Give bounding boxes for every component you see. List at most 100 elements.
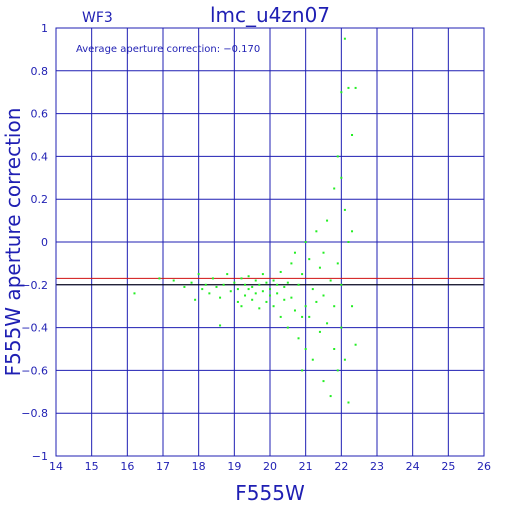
data-point [265,300,268,303]
data-point [286,281,289,284]
y-tick-label: 1 [41,22,48,35]
x-tick-label: 24 [406,460,420,473]
data-point [258,283,261,286]
data-point [301,315,304,318]
data-point [326,219,329,222]
data-point [261,290,264,293]
data-point [297,283,300,286]
data-point [343,37,346,40]
y-tick-label: 0 [41,236,48,249]
data-point [261,273,264,276]
data-point [351,134,354,136]
data-point [172,279,175,282]
data-point [322,294,325,297]
data-point [244,283,247,286]
x-tick-labels: 14 15 16 17 18 19 20 21 22 23 24 25 26 [49,460,491,473]
chart-title: lmc_u4zn07 [210,3,330,27]
data-point [247,288,250,291]
data-point [315,300,318,303]
y-tick-labels: −1 −0.8 −0.6 −0.4 −0.2 0 0.2 0.4 0.6 0.8 1 [21,22,48,463]
data-point [304,241,307,243]
data-point [290,296,293,299]
data-point [354,86,357,89]
data-point [247,275,250,278]
data-point [315,230,318,233]
data-point [190,281,193,284]
data-point [318,266,321,269]
data-point [254,292,257,295]
x-tick-label: 20 [263,460,277,473]
data-point [254,279,257,282]
y-tick-label: 0.8 [31,65,49,78]
data-point [219,324,222,327]
y-tick-label: −0.2 [21,279,48,292]
y-tick-label: 0.6 [31,108,49,121]
data-point [226,273,229,276]
data-point [201,288,204,291]
data-point [308,258,311,261]
data-point [194,298,197,301]
data-point [215,285,218,288]
data-point [340,283,343,286]
data-point [322,251,325,254]
data-point [276,292,279,295]
data-point [236,288,239,291]
data-point [333,305,336,308]
data-point [290,262,293,265]
x-tick-label: 18 [192,460,206,473]
data-point [340,326,343,329]
x-tick-label: 19 [227,460,241,473]
y-tick-label: −0.8 [21,407,48,420]
data-point [211,277,214,280]
x-tick-label: 26 [477,460,491,473]
x-tick-label: 16 [120,460,134,473]
x-tick-label: 25 [441,460,455,473]
data-point [251,285,254,288]
data-point [204,283,207,286]
data-point [329,395,332,398]
data-point [333,348,336,350]
data-point [269,288,271,291]
data-point [293,251,296,254]
data-point [343,358,346,361]
x-tick-label: 15 [85,460,99,473]
reference-lines [56,277,484,286]
data-point [347,86,350,89]
data-point [351,230,354,233]
data-points [133,37,357,404]
data-point [301,273,304,276]
x-tick-label: 14 [49,460,63,473]
x-tick-label: 22 [334,460,348,473]
data-point [244,294,247,297]
data-point [236,300,239,303]
data-point [283,298,286,301]
data-point [347,401,350,404]
y-tick-label: −0.6 [21,364,48,377]
data-point [272,305,275,308]
data-point [158,277,161,280]
chart-subtitle: WF3 [82,10,113,26]
data-point [272,279,275,282]
data-point [340,91,343,94]
x-tick-label: 23 [370,460,384,473]
data-point [301,369,304,372]
data-point [297,337,300,340]
data-point [208,292,211,295]
data-point [240,277,243,280]
data-point [229,290,232,293]
y-tick-label: −1 [32,450,48,463]
grid [55,27,485,457]
data-point [183,285,186,288]
y-axis-label: F555W aperture correction [1,108,25,377]
data-point [133,292,136,295]
data-point [336,262,339,265]
x-tick-label: 21 [299,460,313,473]
data-point [293,309,296,312]
data-point [343,208,346,211]
data-point [279,270,282,273]
y-tick-label: −0.4 [21,322,48,335]
data-point [286,326,289,329]
data-point [222,283,225,286]
data-point [318,330,321,333]
